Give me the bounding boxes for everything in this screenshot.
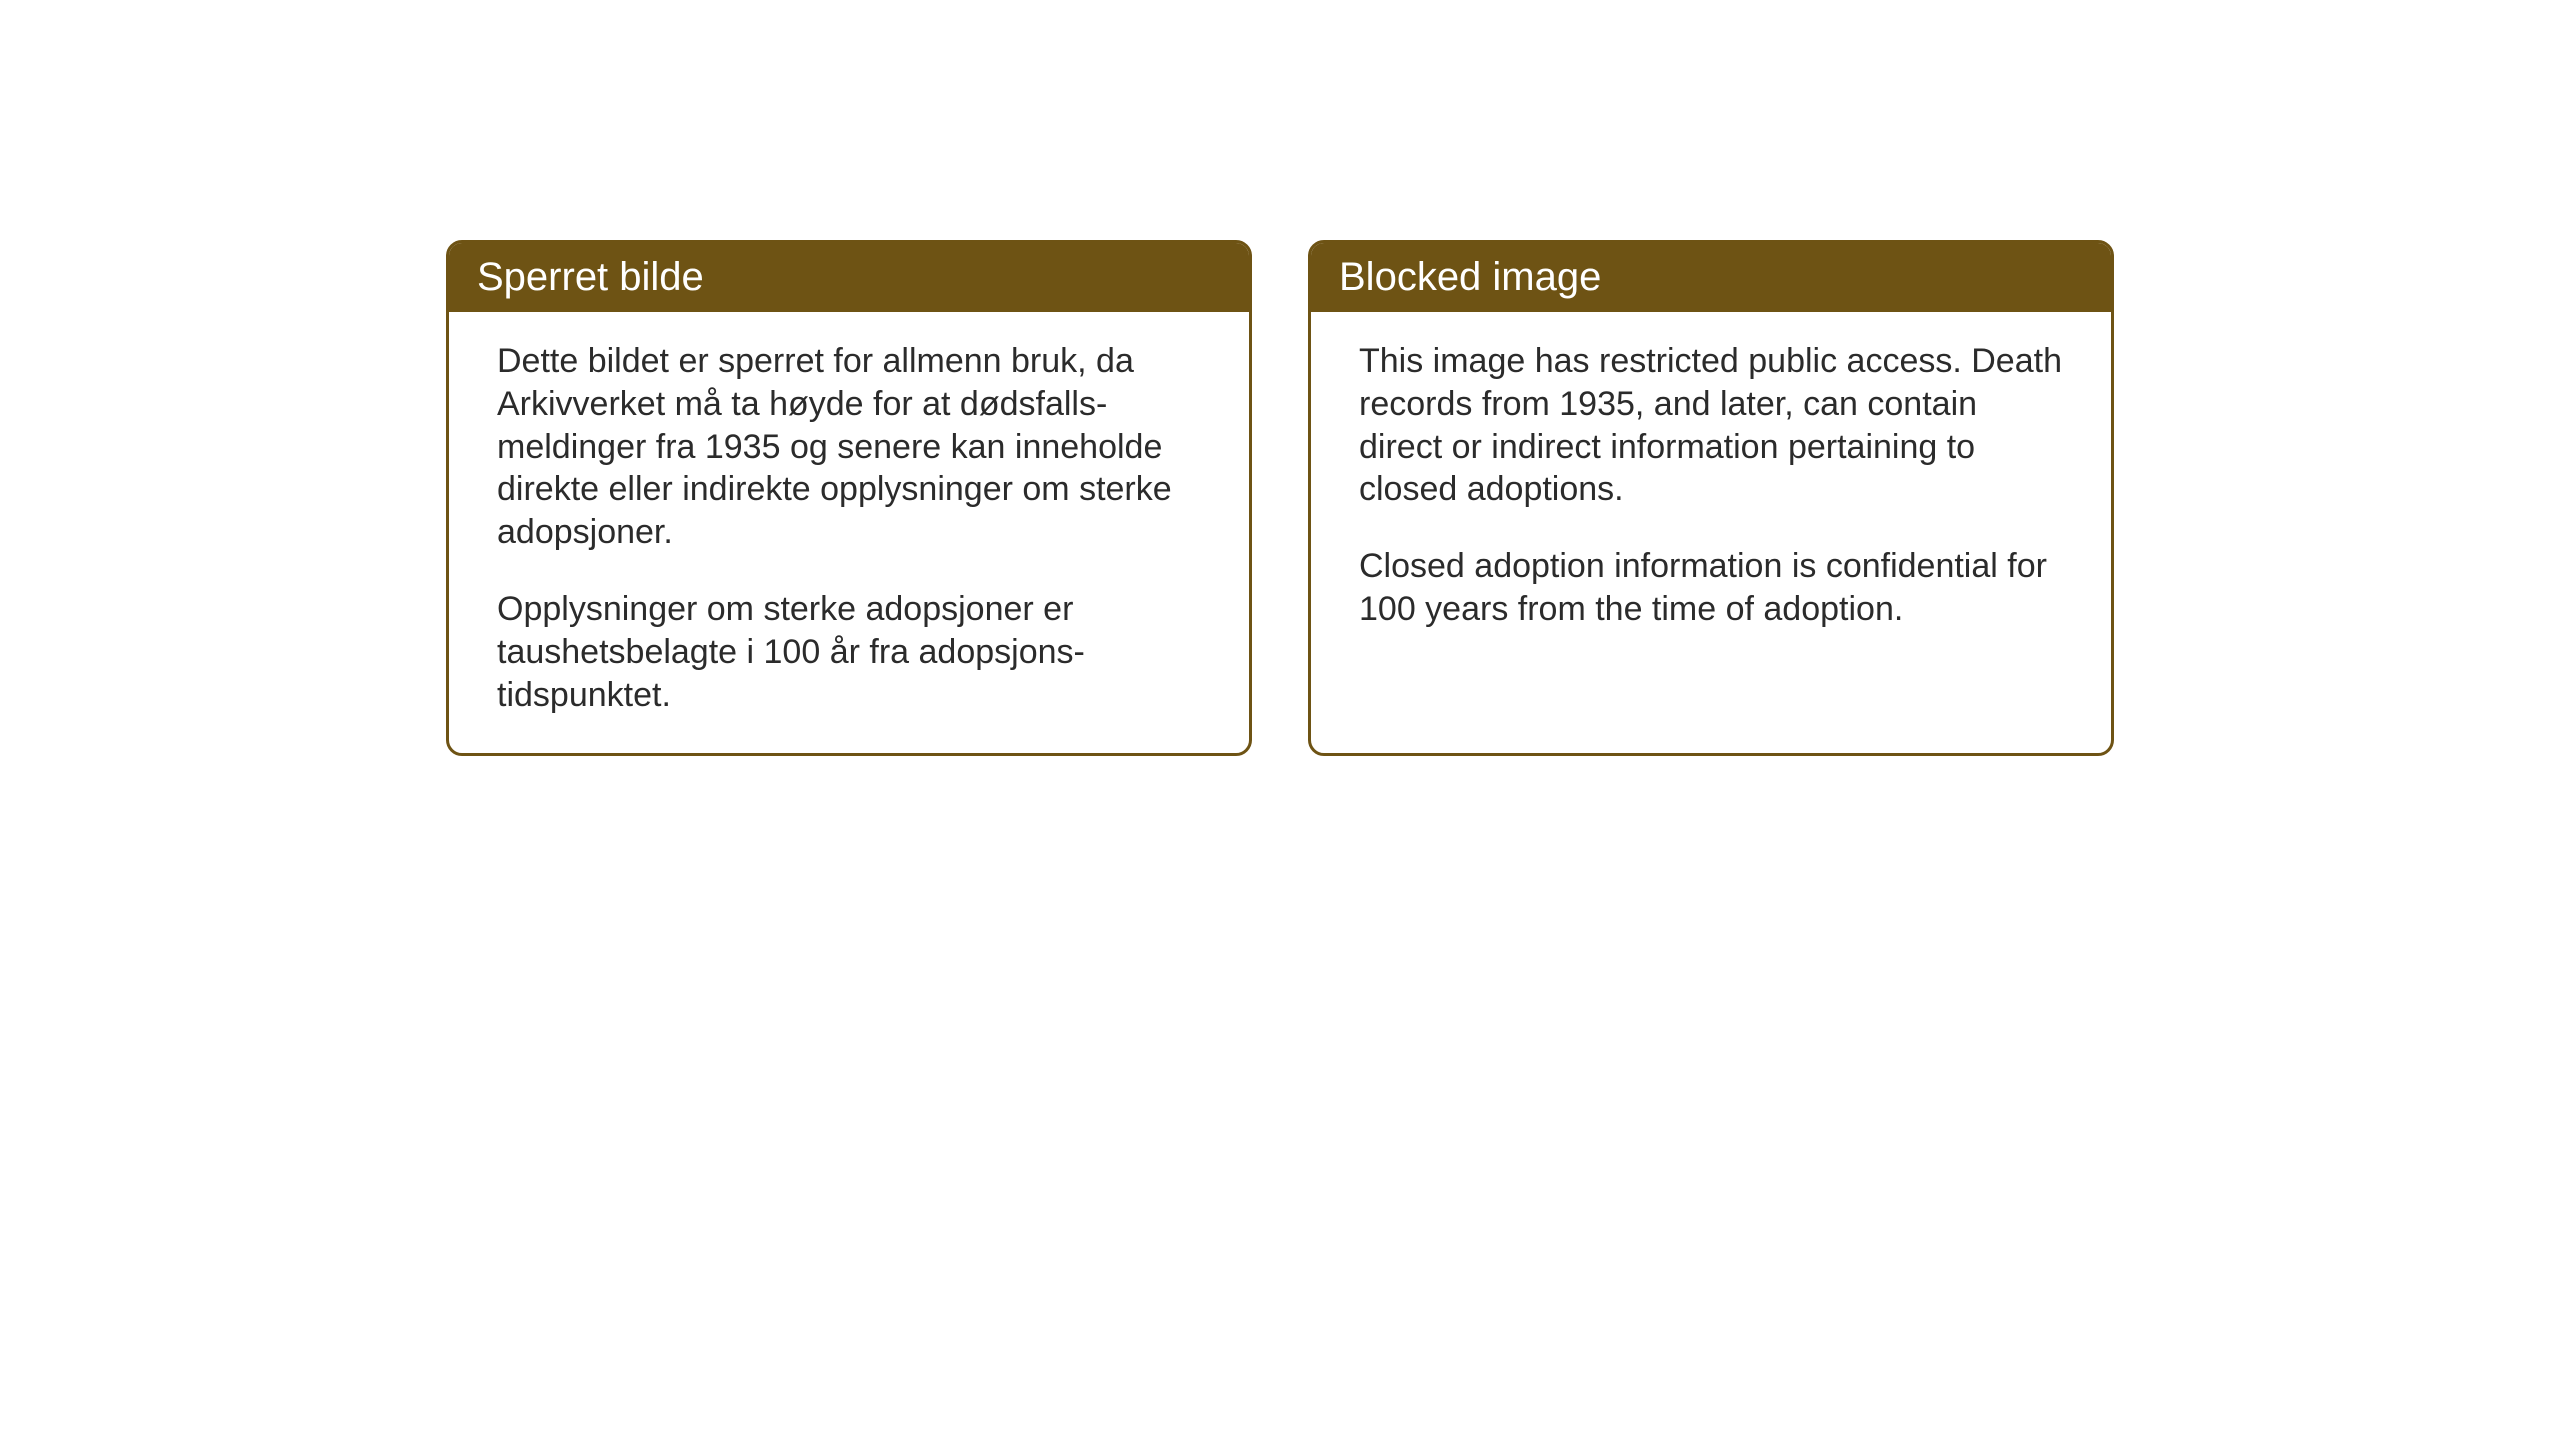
card-norwegian: Sperret bilde Dette bildet er sperret fo… [446,240,1252,756]
card-header-english: Blocked image [1311,243,2111,312]
card-header-norwegian: Sperret bilde [449,243,1249,312]
paragraph-2-norwegian: Opplysninger om sterke adopsjoner er tau… [497,588,1201,716]
card-english: Blocked image This image has restricted … [1308,240,2114,756]
card-body-norwegian: Dette bildet er sperret for allmenn bruk… [449,312,1249,753]
paragraph-1-english: This image has restricted public access.… [1359,340,2063,511]
card-title-norwegian: Sperret bilde [477,255,704,299]
paragraph-2-english: Closed adoption information is confident… [1359,545,2063,631]
paragraph-1-norwegian: Dette bildet er sperret for allmenn bruk… [497,340,1201,554]
cards-container: Sperret bilde Dette bildet er sperret fo… [0,0,2560,996]
card-title-english: Blocked image [1339,255,1601,299]
card-body-english: This image has restricted public access.… [1311,312,2111,667]
